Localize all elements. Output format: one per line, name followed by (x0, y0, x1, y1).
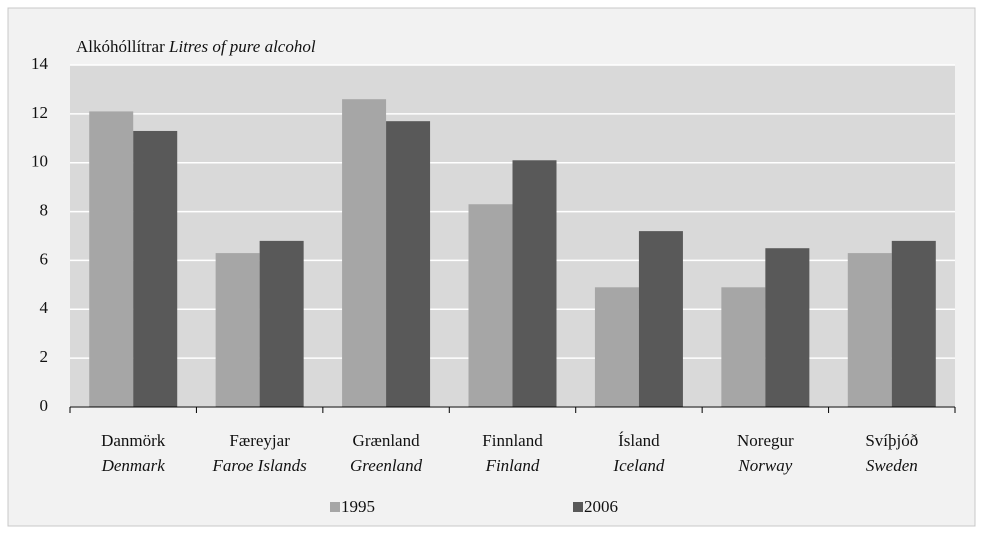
legend-label: 1995 (341, 497, 375, 516)
bar (386, 121, 431, 407)
x-tick-label-en: Finland (485, 456, 540, 475)
bar (133, 130, 178, 407)
x-tick-label: Danmörk (101, 431, 166, 450)
bar (89, 111, 134, 408)
x-tick-label-en: Iceland (612, 456, 664, 475)
y-label: Alkóhóllítrar (76, 37, 165, 56)
bar (847, 253, 892, 407)
bar (215, 253, 260, 407)
legend-swatch (330, 502, 340, 512)
x-tick-label-en: Faroe Islands (212, 456, 308, 475)
x-tick-label-en: Denmark (101, 456, 166, 475)
y-tick-label: 6 (40, 249, 49, 268)
y-axis-label: Alkóhóllítrar Litres of pure alcohol (76, 37, 316, 56)
bar (638, 231, 683, 407)
legend-swatch (573, 502, 583, 512)
x-tick-label: Svíþjóð (865, 431, 918, 450)
x-tick-label: Finnland (482, 431, 543, 450)
bar (765, 248, 810, 407)
bar (512, 160, 557, 407)
bar (259, 240, 304, 407)
x-tick-label-en: Sweden (866, 456, 918, 475)
bar (342, 99, 387, 407)
y-tick-label: 0 (40, 396, 49, 415)
x-tick-label: Grænland (353, 431, 421, 450)
y-tick-label: 14 (31, 54, 49, 73)
y-tick-label: 4 (40, 298, 49, 317)
y-label-en: Litres of pure alcohol (168, 37, 316, 56)
x-tick-label: Noregur (737, 431, 794, 450)
bar (891, 240, 936, 407)
bar (721, 287, 766, 407)
y-tick-label: 10 (31, 152, 48, 171)
x-tick-label-en: Norway (737, 456, 792, 475)
bar (594, 287, 639, 407)
legend-label: 2006 (584, 497, 618, 516)
y-tick-label: 8 (40, 200, 49, 219)
y-tick-label: 12 (31, 103, 48, 122)
x-tick-label: Færeyjar (229, 431, 290, 450)
x-tick-label-en: Greenland (350, 456, 423, 475)
bar (468, 204, 513, 407)
x-tick-label: Ísland (618, 431, 660, 450)
y-tick-label: 2 (40, 347, 49, 366)
